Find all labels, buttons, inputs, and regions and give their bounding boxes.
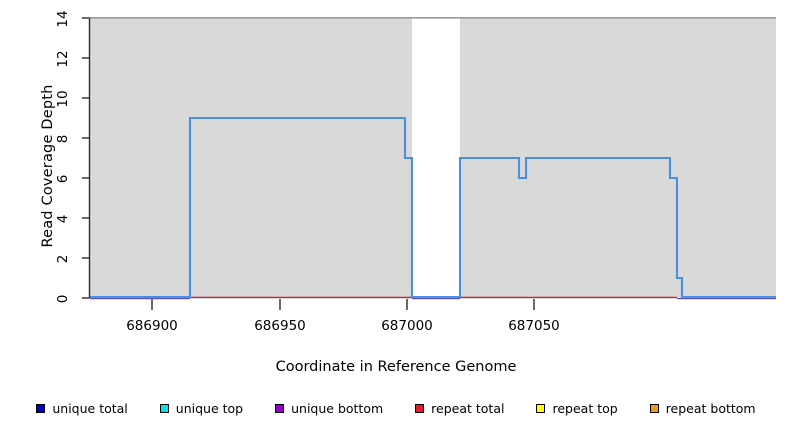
legend-swatch-icon — [159, 403, 169, 413]
x-tick-label-686900: 686900 — [126, 318, 178, 334]
x-axis-title: Coordinate in Reference Genome — [275, 359, 517, 375]
y-tick-label-4: 4 — [55, 214, 71, 224]
coverage-trace-right — [458, 156, 776, 299]
x-tick-label-687050: 687050 — [508, 318, 560, 334]
legend-item-unique-top[interactable]: unique top — [159, 400, 244, 416]
legend-label: repeat bottom — [665, 400, 756, 416]
legend-label: unique top — [175, 400, 244, 416]
y-axis-title: Read Coverage Depth — [40, 84, 56, 248]
x-tick-label-687000: 687000 — [381, 318, 433, 334]
legend-label: repeat total — [431, 400, 505, 416]
legend-item-unique-bottom[interactable]: unique bottom — [275, 401, 383, 416]
legend-label: unique bottom — [291, 400, 384, 416]
plot-background-left — [90, 18, 412, 298]
legend-swatch-icon — [275, 403, 285, 413]
legend-swatch-icon — [649, 403, 659, 413]
x-axis-ticks — [151, 299, 535, 310]
y-tick-label-14: 14 — [55, 10, 71, 28]
plot-top-border — [90, 17, 776, 19]
y-tick-label-0: 0 — [55, 294, 71, 304]
legend-label: repeat top — [552, 400, 618, 416]
y-tick-label-6: 6 — [55, 174, 71, 184]
legend: unique total unique top unique bottom re… — [0, 396, 792, 420]
legend-label: unique total — [52, 400, 128, 416]
x-tick-label-686950: 686950 — [254, 318, 306, 334]
y-axis-ticks — [82, 17, 90, 299]
legend-item-repeat-bottom[interactable]: repeat bottom — [649, 400, 756, 416]
y-tick-label-10: 10 — [55, 90, 71, 108]
y-tick-label-12: 12 — [55, 50, 71, 68]
coverage-trace-left — [90, 116, 460, 299]
legend-swatch-icon — [415, 403, 425, 413]
y-tick-label-8: 8 — [55, 134, 71, 144]
y-tick-label-2: 2 — [55, 254, 71, 264]
legend-item-unique-total[interactable]: unique total — [36, 400, 128, 416]
legend-item-repeat-total[interactable]: repeat total — [415, 401, 504, 416]
legend-swatch-icon — [36, 403, 46, 413]
legend-item-repeat-top[interactable]: repeat top — [536, 400, 618, 416]
legend-swatch-icon — [536, 403, 546, 413]
